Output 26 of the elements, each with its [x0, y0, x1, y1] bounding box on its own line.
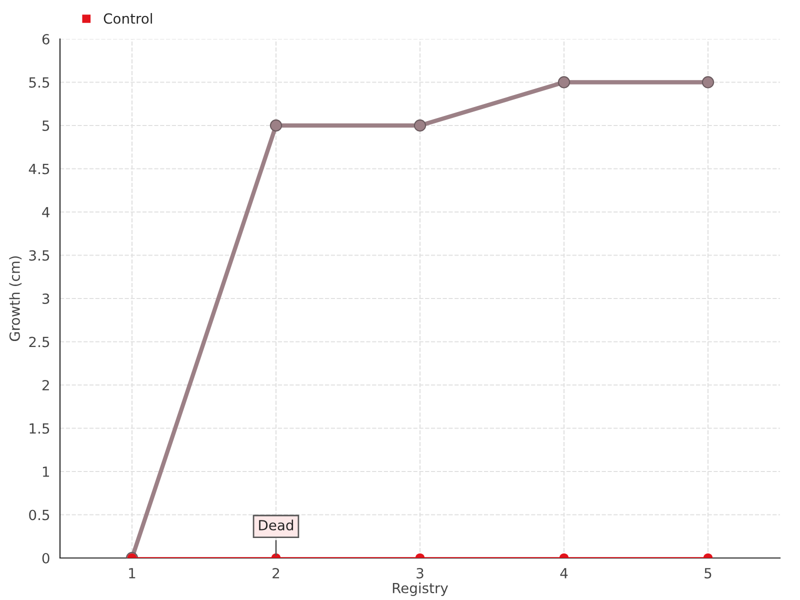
- legend-label: Control: [104, 13, 152, 24]
- y-tick-label: 1.5: [30, 423, 50, 434]
- y-tick-label: 4.5: [28, 164, 50, 174]
- y-axis-title: Growth (cm): [9, 256, 22, 342]
- y-tick-label: 0.5: [29, 510, 50, 520]
- y-tick-label: 5: [42, 120, 50, 131]
- x-tick-label: 2: [272, 568, 280, 578]
- y-tick-label: 2.5: [29, 336, 50, 348]
- y-tick-label: 3: [42, 293, 50, 304]
- point: [558, 76, 570, 88]
- point: [414, 119, 426, 132]
- x-tick-label: 5: [704, 568, 712, 578]
- y-tick-label: 5.5: [29, 77, 50, 88]
- x-tick-label: 3: [416, 568, 424, 578]
- x-tick-label: 4: [560, 568, 568, 578]
- y-tick-label: 6: [42, 34, 50, 44]
- annotation: Dead: [259, 520, 294, 530]
- x-axis-title: Registry: [392, 582, 448, 596]
- y-tick-label: 0: [42, 552, 50, 564]
- point: [270, 119, 282, 132]
- y-tick-label: 3.5: [29, 250, 50, 261]
- point: [702, 76, 714, 88]
- x-tick-label: 1: [129, 568, 136, 578]
- y-tick-label: 2: [42, 380, 49, 390]
- y-tick-label: 4: [42, 207, 50, 218]
- y-tick-label: 1: [42, 466, 49, 477]
